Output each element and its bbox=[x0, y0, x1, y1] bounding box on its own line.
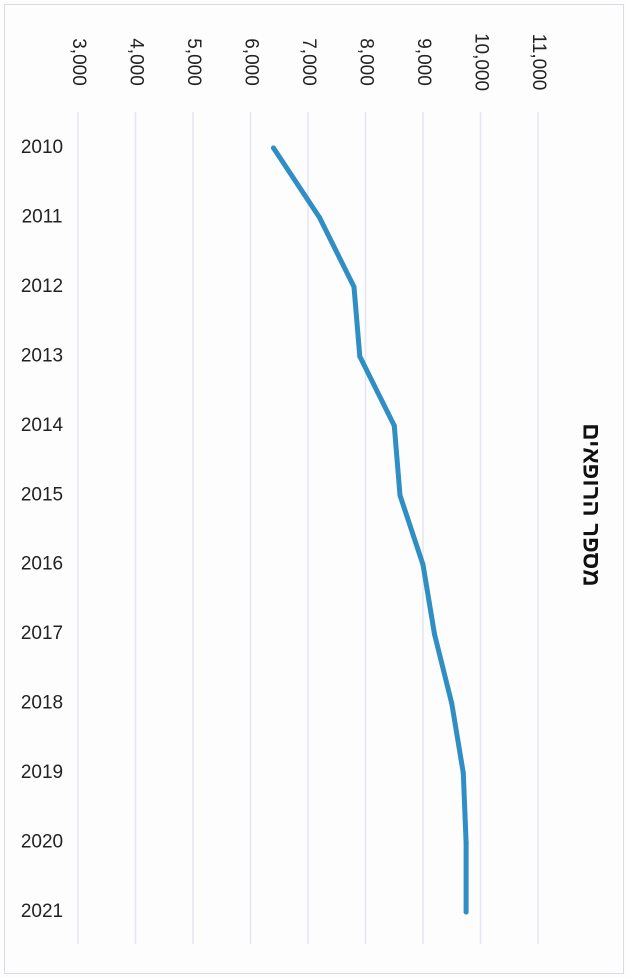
value-axis-tick-labels: 3,000 4,000 5,000 6,000 7,000 8,000 9,000 10,00… bbox=[68, 33, 549, 91]
data-point bbox=[432, 631, 437, 637]
value-tick-label: 4,000 bbox=[125, 38, 146, 86]
year-tick-label: 2013 bbox=[21, 345, 63, 366]
value-tick-label: 9,000 bbox=[413, 38, 434, 86]
year-tick-label: 2017 bbox=[21, 623, 63, 644]
year-axis-tick-labels: 2010 2011 2012 2013 2014 2015 2016 2017 2018 2019… bbox=[21, 137, 64, 922]
value-tick-label: 11,000 bbox=[528, 34, 549, 91]
grid-lines bbox=[77, 112, 539, 944]
data-point bbox=[351, 284, 357, 290]
value-tick-label: 6,000 bbox=[240, 38, 261, 86]
year-tick-label: 2018 bbox=[21, 693, 63, 714]
data-point bbox=[271, 145, 276, 151]
value-tick-label: 8,000 bbox=[355, 38, 376, 86]
year-tick-label: 2020 bbox=[21, 832, 63, 853]
series-layer bbox=[271, 145, 469, 915]
year-tick-label: 2016 bbox=[21, 554, 63, 575]
data-point bbox=[449, 701, 455, 707]
year-tick-label: 2011 bbox=[22, 206, 63, 227]
year-tick-label: 2012 bbox=[21, 276, 63, 297]
year-tick-label: 2019 bbox=[21, 762, 63, 783]
value-tick-label: 10,000 bbox=[470, 33, 491, 91]
data-point bbox=[317, 214, 322, 220]
year-tick-label: 2015 bbox=[21, 484, 63, 505]
data-point bbox=[460, 770, 466, 776]
data-point bbox=[463, 840, 469, 846]
series-line bbox=[271, 145, 469, 915]
year-tick-label: 2021 bbox=[21, 901, 63, 922]
data-point bbox=[463, 909, 469, 915]
data-point bbox=[420, 562, 426, 568]
year-tick-label: 2010 bbox=[21, 137, 63, 158]
year-tick-label: 2014 bbox=[21, 415, 64, 436]
value-tick-label: 7,000 bbox=[298, 38, 319, 86]
data-point bbox=[357, 353, 363, 359]
chart-frame bbox=[4, 4, 624, 974]
value-tick-label: 3,000 bbox=[68, 38, 89, 86]
value-tick-label: 5,000 bbox=[183, 38, 204, 86]
chart-title: מספר הרופאים bbox=[578, 423, 605, 586]
data-point bbox=[397, 492, 403, 498]
data-point bbox=[391, 423, 397, 429]
